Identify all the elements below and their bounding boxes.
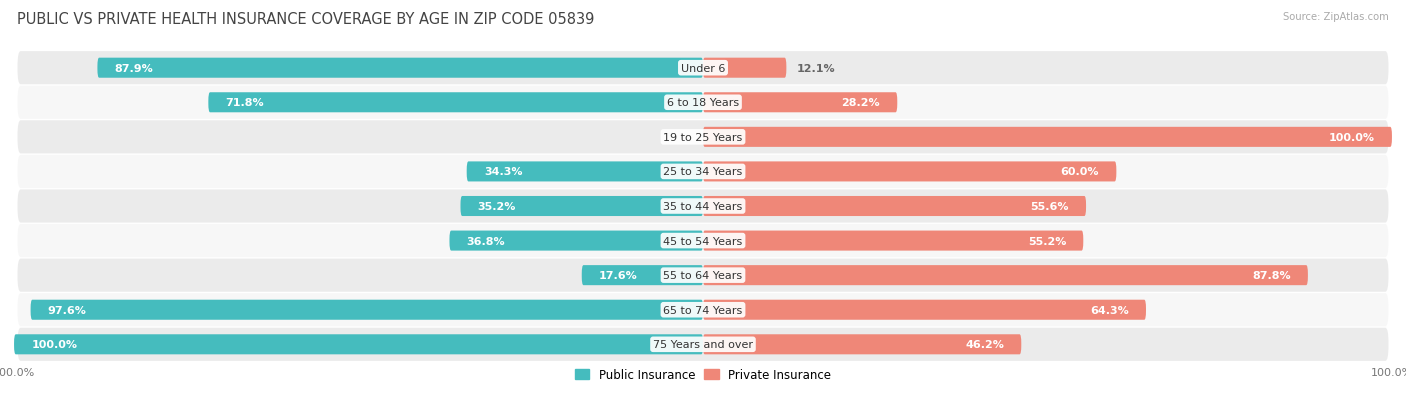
FancyBboxPatch shape	[703, 93, 897, 113]
FancyBboxPatch shape	[17, 86, 1389, 120]
Text: 87.9%: 87.9%	[115, 64, 153, 74]
FancyBboxPatch shape	[17, 52, 1389, 85]
FancyBboxPatch shape	[17, 259, 1389, 292]
FancyBboxPatch shape	[17, 121, 1389, 154]
Text: 34.3%: 34.3%	[484, 167, 523, 177]
Text: 46.2%: 46.2%	[965, 339, 1004, 349]
Text: 19 to 25 Years: 19 to 25 Years	[664, 133, 742, 142]
FancyBboxPatch shape	[450, 231, 703, 251]
Text: 45 to 54 Years: 45 to 54 Years	[664, 236, 742, 246]
FancyBboxPatch shape	[582, 266, 703, 285]
FancyBboxPatch shape	[97, 59, 703, 78]
FancyBboxPatch shape	[703, 59, 786, 78]
Legend: Public Insurance, Private Insurance: Public Insurance, Private Insurance	[571, 363, 835, 386]
Text: 17.6%: 17.6%	[599, 271, 638, 280]
Text: 35 to 44 Years: 35 to 44 Years	[664, 202, 742, 211]
FancyBboxPatch shape	[31, 300, 703, 320]
FancyBboxPatch shape	[17, 293, 1389, 327]
Text: 12.1%: 12.1%	[797, 64, 835, 74]
FancyBboxPatch shape	[703, 197, 1085, 216]
Text: PUBLIC VS PRIVATE HEALTH INSURANCE COVERAGE BY AGE IN ZIP CODE 05839: PUBLIC VS PRIVATE HEALTH INSURANCE COVER…	[17, 12, 595, 27]
FancyBboxPatch shape	[17, 328, 1389, 361]
FancyBboxPatch shape	[467, 162, 703, 182]
Text: 25 to 34 Years: 25 to 34 Years	[664, 167, 742, 177]
Text: 97.6%: 97.6%	[48, 305, 87, 315]
Text: 71.8%: 71.8%	[225, 98, 264, 108]
FancyBboxPatch shape	[703, 300, 1146, 320]
FancyBboxPatch shape	[17, 224, 1389, 258]
Text: 60.0%: 60.0%	[1060, 167, 1099, 177]
Text: 65 to 74 Years: 65 to 74 Years	[664, 305, 742, 315]
Text: 55.6%: 55.6%	[1031, 202, 1069, 211]
Text: 64.3%: 64.3%	[1090, 305, 1129, 315]
FancyBboxPatch shape	[461, 197, 703, 216]
FancyBboxPatch shape	[703, 128, 1392, 147]
Text: 55 to 64 Years: 55 to 64 Years	[664, 271, 742, 280]
FancyBboxPatch shape	[703, 162, 1116, 182]
Text: 87.8%: 87.8%	[1251, 271, 1291, 280]
FancyBboxPatch shape	[17, 190, 1389, 223]
Text: Source: ZipAtlas.com: Source: ZipAtlas.com	[1284, 12, 1389, 22]
Text: 6 to 18 Years: 6 to 18 Years	[666, 98, 740, 108]
Text: 35.2%: 35.2%	[478, 202, 516, 211]
FancyBboxPatch shape	[703, 231, 1083, 251]
Text: 36.8%: 36.8%	[467, 236, 505, 246]
FancyBboxPatch shape	[208, 93, 703, 113]
FancyBboxPatch shape	[703, 266, 1308, 285]
FancyBboxPatch shape	[703, 335, 1021, 354]
Text: 100.0%: 100.0%	[1329, 133, 1375, 142]
Text: Under 6: Under 6	[681, 64, 725, 74]
Text: 100.0%: 100.0%	[31, 339, 77, 349]
FancyBboxPatch shape	[14, 335, 703, 354]
Text: 28.2%: 28.2%	[841, 98, 880, 108]
FancyBboxPatch shape	[17, 155, 1389, 189]
Text: 75 Years and over: 75 Years and over	[652, 339, 754, 349]
Text: 55.2%: 55.2%	[1028, 236, 1066, 246]
